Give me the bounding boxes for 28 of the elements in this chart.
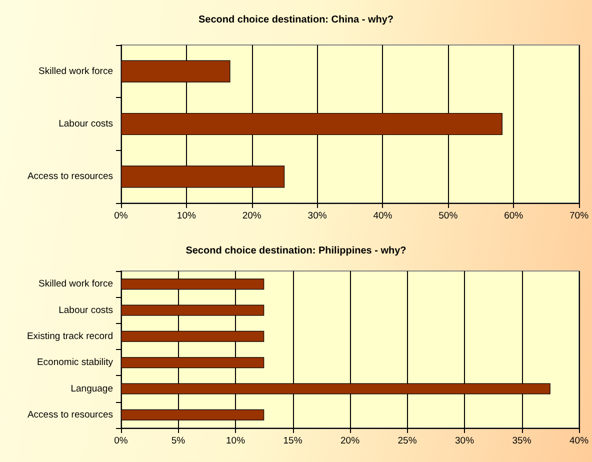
- x-tick-label: 30%: [454, 436, 475, 446]
- chart-title: Second choice destination: China - why?: [198, 14, 394, 26]
- x-tick-label: 25%: [398, 436, 418, 446]
- x-tick-label: 10%: [176, 210, 196, 222]
- x-tick-label: 70%: [569, 210, 590, 222]
- y-tick-label: Access to resources: [27, 171, 114, 182]
- x-tick-label: 20%: [340, 436, 360, 446]
- x-tick-label: 20%: [242, 210, 262, 222]
- x-tick-label: 15%: [283, 436, 303, 446]
- y-tick-label: Skilled work force: [38, 66, 113, 77]
- x-tick-label: 0%: [114, 210, 128, 222]
- chart-title: Second choice destination: Philippines - why?: [186, 246, 406, 256]
- y-tick-label: Access to resources: [27, 409, 114, 420]
- x-tick-label: 10%: [226, 436, 246, 446]
- x-tick-label: 60%: [504, 210, 524, 222]
- x-tick-label: 30%: [308, 210, 328, 222]
- y-tick-label: Economic stability: [36, 357, 114, 368]
- y-tick-label: Labour costs: [58, 304, 114, 316]
- x-tick-label: 5%: [171, 436, 186, 446]
- x-tick-label: 0%: [114, 436, 128, 446]
- x-tick-label: 40%: [373, 210, 393, 222]
- x-tick-label: 40%: [569, 436, 590, 446]
- x-tick-label: 50%: [438, 210, 458, 222]
- y-tick-label: Existing track record: [26, 330, 113, 342]
- y-tick-label: Language: [70, 383, 113, 394]
- x-tick-label: 35%: [512, 436, 532, 446]
- y-tick-label: Labour costs: [58, 118, 114, 130]
- y-tick-label: Skilled work force: [38, 278, 113, 290]
